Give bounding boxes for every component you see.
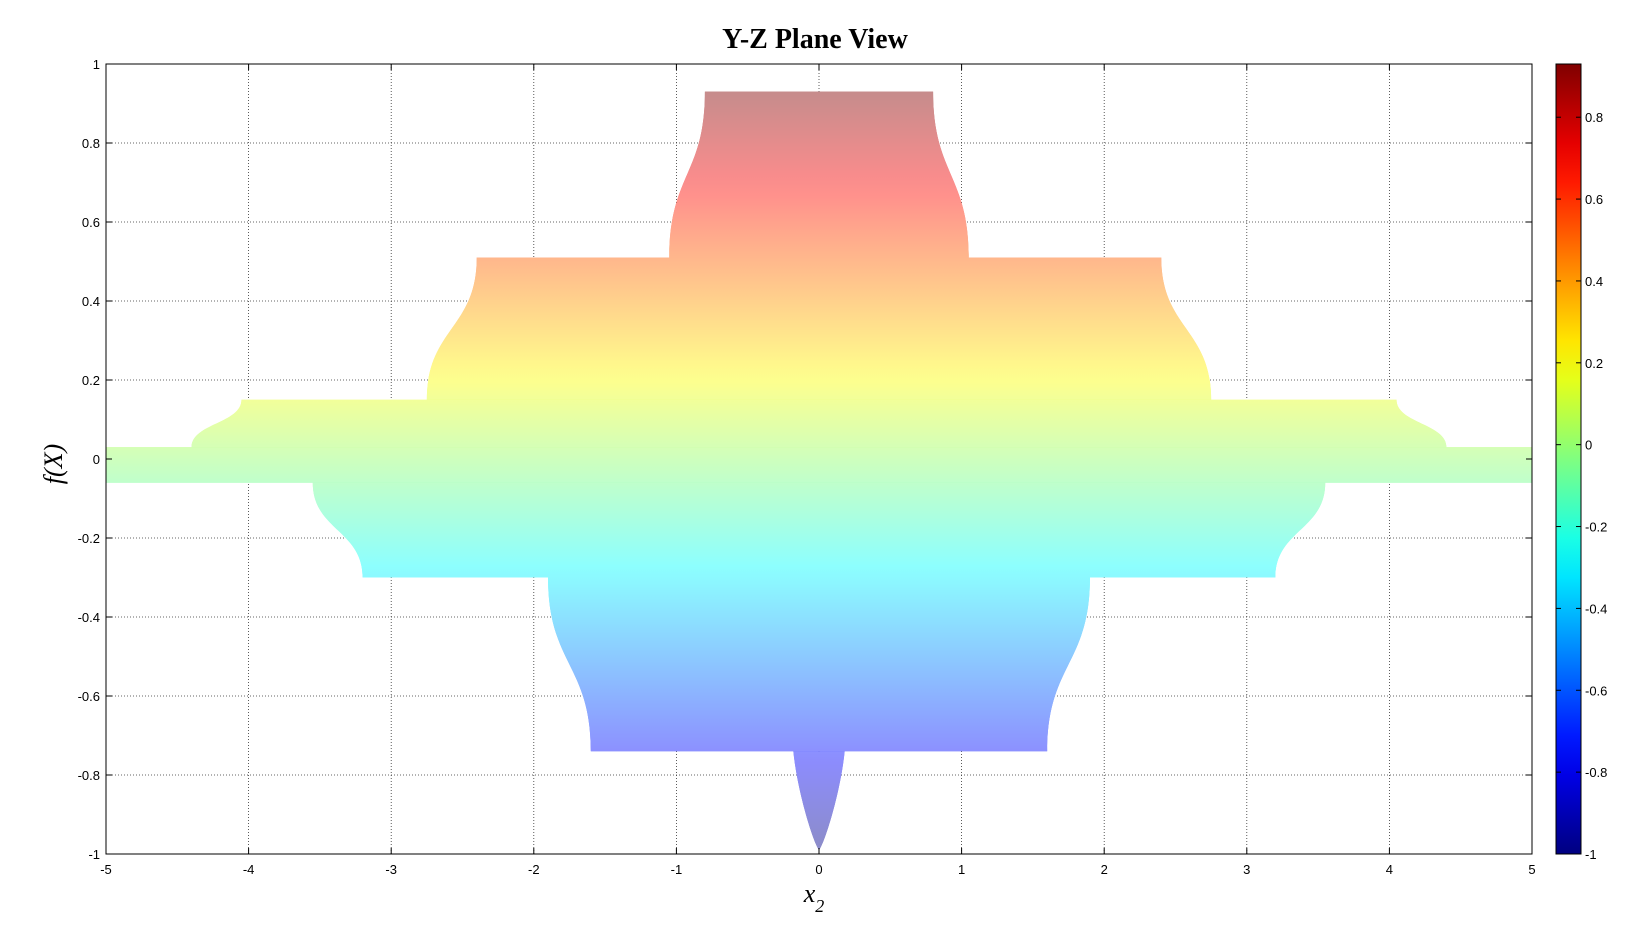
- x-tick-label: 3: [1243, 862, 1250, 877]
- x-tick-label: 0: [815, 862, 822, 877]
- surface-band-mesh: [191, 399, 1447, 448]
- colorbar-tick-label: 0.8: [1585, 110, 1603, 125]
- x-tick-label: -5: [100, 862, 112, 877]
- surface-band-mesh: [548, 577, 1090, 752]
- colorbar-tick-label: -0.4: [1585, 601, 1607, 616]
- colorbar: -1 -0.8 -0.6 -0.4 -0.2 0 0.2 0.4 0.6 0.8: [1555, 63, 1607, 862]
- colorbar-tick-label: 0.2: [1585, 356, 1603, 371]
- colorbar-tick-label: -0.6: [1585, 683, 1607, 698]
- y-axis-ticks: -1 -0.8 -0.6 -0.4 -0.2 0 0.2 0.4 0.6 0.8 1: [78, 57, 1532, 862]
- svg-text:x2: x2: [803, 879, 825, 916]
- colorbar-tick-label: 0.6: [1585, 192, 1603, 207]
- surface-band-mesh: [669, 91, 969, 258]
- y-tick-label: 0.4: [82, 294, 100, 309]
- colorbar-tick-label: -0.2: [1585, 520, 1607, 535]
- x-axis-ticks: -5 -4 -3 -2 -1 0 1 2 3 4 5: [100, 64, 1536, 877]
- colorbar-tick-label: -1: [1585, 847, 1597, 862]
- y-axis-label: f(X): [39, 444, 68, 484]
- y-tick-label: 0.8: [82, 136, 100, 151]
- x-tick-label: 2: [1101, 862, 1108, 877]
- surface-band-mesh: [106, 447, 1532, 483]
- y-tick-label: -0.2: [78, 531, 100, 546]
- surface-band-mesh: [426, 257, 1212, 400]
- y-tick-label: -1: [88, 847, 100, 862]
- x-tick-label: 1: [958, 862, 965, 877]
- x-tick-label: 5: [1528, 862, 1535, 877]
- x-axis-label-main: x: [803, 879, 816, 908]
- colorbar-gradient: [1555, 63, 1582, 855]
- chart-title: Y-Z Plane View: [722, 24, 908, 55]
- plot-area: -5 -4 -3 -2 -1 0 1 2 3 4 5 -1 -0.8 -0.6 -0.4 -0.2 0 0.2 0…: [78, 57, 1536, 877]
- y-tick-label: 1: [93, 57, 100, 72]
- x-tick-label: 4: [1386, 862, 1393, 877]
- y-tick-label: -0.8: [78, 768, 100, 783]
- x-axis-label: x2: [803, 879, 825, 916]
- x-tick-label: -1: [671, 862, 683, 877]
- colorbar-tick-label: 0: [1585, 438, 1592, 453]
- colorbar-tick-label: -0.8: [1585, 765, 1607, 780]
- y-tick-label: -0.4: [78, 610, 100, 625]
- y-tick-label: -0.6: [78, 689, 100, 704]
- y-tick-label: 0.6: [82, 215, 100, 230]
- colorbar-tick-label: 0.4: [1585, 274, 1603, 289]
- x-axis-label-subscript: 2: [815, 896, 824, 916]
- x-tick-label: -3: [385, 862, 397, 877]
- y-tick-label: 0.2: [82, 373, 100, 388]
- surface-band-mesh: [312, 482, 1326, 578]
- x-tick-label: -2: [528, 862, 540, 877]
- x-tick-label: -4: [243, 862, 255, 877]
- y-tick-label: 0: [93, 452, 100, 467]
- surface-band-mesh: [793, 751, 845, 851]
- surface-bands: [106, 91, 1532, 851]
